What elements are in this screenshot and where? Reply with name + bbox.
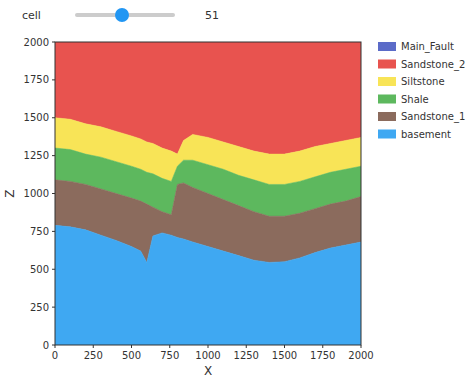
legend-swatch <box>378 42 396 51</box>
legend-label: basement <box>401 129 451 140</box>
legend: Main_Fault Sandstone_2 Siltstone Shale Sands… <box>378 41 465 140</box>
x-tick <box>322 345 323 348</box>
x-tick <box>169 345 170 348</box>
legend-swatch <box>378 95 396 104</box>
legend-swatch <box>378 112 396 121</box>
y-tick <box>52 307 55 308</box>
legend-label: Shale <box>401 94 429 105</box>
x-tick-label: 750 <box>160 350 179 361</box>
legend-label: Sandstone_2 <box>401 59 465 71</box>
y-tick-label: 1250 <box>24 150 49 161</box>
y-tick <box>52 79 55 80</box>
y-tick-label: 2000 <box>24 37 49 48</box>
legend-swatch <box>378 130 396 139</box>
x-tick-label: 1250 <box>234 350 259 361</box>
layer-area <box>55 225 361 345</box>
x-axis-label: X <box>204 364 212 378</box>
x-tick <box>93 345 94 348</box>
y-tick <box>52 345 55 346</box>
x-tick-label: 250 <box>84 350 103 361</box>
x-tick <box>208 345 209 348</box>
x-tick-label: 1750 <box>310 350 335 361</box>
y-tick-label: 1000 <box>24 188 49 199</box>
y-tick-label: 500 <box>30 264 49 275</box>
legend-swatch <box>378 60 396 69</box>
legend-swatch <box>378 77 396 86</box>
x-tick-label: 1000 <box>195 350 220 361</box>
y-tick <box>52 269 55 270</box>
chart: cell 51 0 250 500 750 1000 1250 1500 1750 2000 0 250… <box>0 0 474 385</box>
y-tick-label: 250 <box>30 302 49 313</box>
x-tick-label: 500 <box>122 350 141 361</box>
x-tick-label: 2000 <box>348 350 373 361</box>
x-tick <box>246 345 247 348</box>
legend-label: Sandstone_1 <box>401 111 465 123</box>
y-tick <box>52 231 55 232</box>
x-tick <box>361 345 362 348</box>
y-tick-label: 1500 <box>24 112 49 123</box>
y-tick <box>52 155 55 156</box>
plot-frame <box>55 42 361 345</box>
x-tick <box>284 345 285 348</box>
y-tick <box>52 42 55 43</box>
y-tick-label: 1750 <box>24 74 49 85</box>
legend-label: Siltstone <box>401 76 445 87</box>
y-tick <box>52 117 55 118</box>
x-tick <box>131 345 132 348</box>
slider-value: 51 <box>205 9 219 22</box>
x-tick-label: 1500 <box>272 350 297 361</box>
y-tick-label: 0 <box>43 340 49 351</box>
slider-knob[interactable] <box>115 8 129 22</box>
slider-label: cell <box>22 9 41 22</box>
legend-label: Main_Fault <box>401 41 454 53</box>
y-tick-label: 750 <box>30 226 49 237</box>
plot-area <box>55 42 361 345</box>
y-axis-label: Z <box>3 189 17 197</box>
y-tick <box>52 193 55 194</box>
x-tick-label: 0 <box>52 350 58 361</box>
